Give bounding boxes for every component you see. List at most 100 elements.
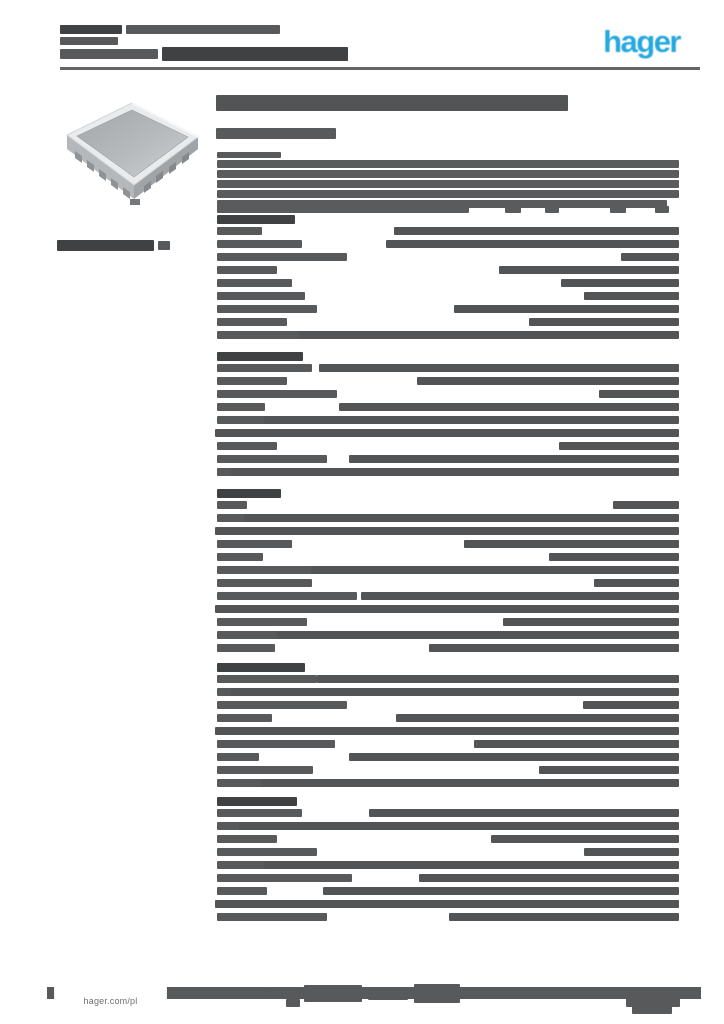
box-lid-face — [76, 109, 189, 178]
section-4-row-label — [217, 766, 313, 774]
section-2-row-value — [319, 364, 679, 372]
header-text-line — [60, 49, 158, 59]
description-paragraph-fragment — [217, 206, 469, 213]
section-3-row-value — [613, 501, 679, 509]
section-4-row-value — [583, 701, 679, 709]
section-1-row-value — [454, 305, 679, 313]
section-3-row-value — [277, 631, 679, 639]
section-4-row-value — [539, 766, 679, 774]
section-1-row-value — [529, 318, 679, 326]
section-4-row-value — [215, 727, 679, 735]
section-5-row-label — [217, 835, 277, 843]
section-5-row-value — [449, 913, 679, 921]
section-5-row-label — [217, 887, 267, 895]
header-divider-rule — [60, 67, 700, 70]
section-1-row-value — [394, 227, 679, 235]
section-4-row-value — [474, 740, 679, 748]
description-paragraph-line — [217, 190, 679, 198]
description-paragraph-fragment — [505, 206, 521, 213]
footer-address-blob — [414, 984, 460, 1003]
section-2-row-value — [231, 468, 679, 476]
section-3-heading — [217, 489, 281, 498]
section-3-row-label — [217, 540, 292, 548]
section-5-row-value — [369, 809, 679, 817]
section-5-heading — [217, 797, 297, 806]
section-1-heading — [217, 215, 295, 224]
section-3-row-value — [215, 605, 679, 613]
section-5-row-value — [215, 900, 679, 908]
section-1-row-value — [621, 253, 679, 261]
footer-url-link[interactable]: hager.com/pl — [83, 995, 138, 1006]
section-3-row-value — [311, 566, 679, 574]
intro-small-line — [217, 152, 281, 158]
title-redacted — [216, 128, 336, 139]
section-1-row-label — [217, 240, 302, 248]
section-2-row-value — [599, 390, 679, 398]
footer-page-mark-block — [632, 1005, 672, 1014]
footer-address-blob — [368, 987, 408, 1000]
section-1-row-value — [561, 279, 679, 287]
section-3-row-label — [217, 644, 275, 652]
section-3-row-value — [429, 644, 679, 652]
section-5-row-value — [239, 822, 679, 830]
description-paragraph-line — [217, 170, 679, 178]
section-3-row-label — [217, 566, 342, 574]
section-2-row-label — [217, 403, 265, 411]
section-4-heading — [217, 663, 305, 672]
description-paragraph-fragment — [610, 206, 626, 213]
title-redacted — [216, 95, 568, 111]
header-text-line — [60, 25, 122, 34]
description-paragraph-line — [217, 200, 667, 208]
section-4-row-value — [231, 688, 679, 696]
section-2-row-value — [349, 455, 679, 463]
section-3-row-label — [217, 579, 312, 587]
section-1-row-value — [386, 240, 679, 248]
section-4-row-label — [217, 753, 259, 761]
section-3-row-label — [217, 631, 332, 639]
section-1-row-label — [217, 331, 357, 339]
description-paragraph-fragment — [545, 206, 559, 213]
section-4-row-label — [217, 714, 272, 722]
section-3-row-value — [244, 514, 679, 522]
section-1-row-label — [217, 292, 305, 300]
section-3-row-label — [217, 618, 307, 626]
section-2-row-label — [217, 455, 327, 463]
section-2-row-label — [217, 364, 312, 372]
footer-page-mark-block — [626, 987, 680, 1007]
section-5-row-value — [419, 874, 679, 882]
section-3-row-label — [217, 553, 263, 561]
footer-address-blob — [286, 999, 300, 1007]
header-text-line — [162, 47, 348, 61]
box-foot — [130, 199, 140, 205]
section-3-row-value — [503, 618, 679, 626]
section-5-row-value — [323, 887, 679, 895]
section-3-row-value — [464, 540, 679, 548]
section-2-row-label — [217, 377, 287, 385]
description-paragraph-line — [217, 160, 679, 168]
section-2-heading — [217, 352, 303, 361]
section-1-row-value — [499, 266, 679, 274]
section-4-row-label — [217, 740, 335, 748]
section-3-row-value — [549, 553, 679, 561]
section-4-row-label — [217, 701, 347, 709]
section-5-row-value — [264, 861, 679, 869]
section-4-row-value — [396, 714, 679, 722]
hager-logo: hager — [603, 24, 681, 59]
section-1-row-label — [217, 318, 287, 326]
product-reference-bar — [158, 241, 170, 250]
section-4-row-value — [261, 779, 679, 787]
section-2-row-value — [215, 429, 679, 437]
section-5-row-label — [217, 848, 317, 856]
section-2-row-value — [559, 442, 679, 450]
section-1-row-label — [217, 279, 292, 287]
footer-address-blob — [304, 985, 362, 1002]
section-2-row-label — [217, 390, 337, 398]
section-5-row-label — [217, 913, 327, 921]
section-1-row-value — [584, 292, 679, 300]
footer-url-box: hager.com/pl — [55, 982, 166, 1019]
section-3-row-label — [217, 592, 357, 600]
product-photo-floor-box — [66, 102, 199, 205]
section-5-row-label — [217, 809, 302, 817]
section-5-row-value — [584, 848, 679, 856]
